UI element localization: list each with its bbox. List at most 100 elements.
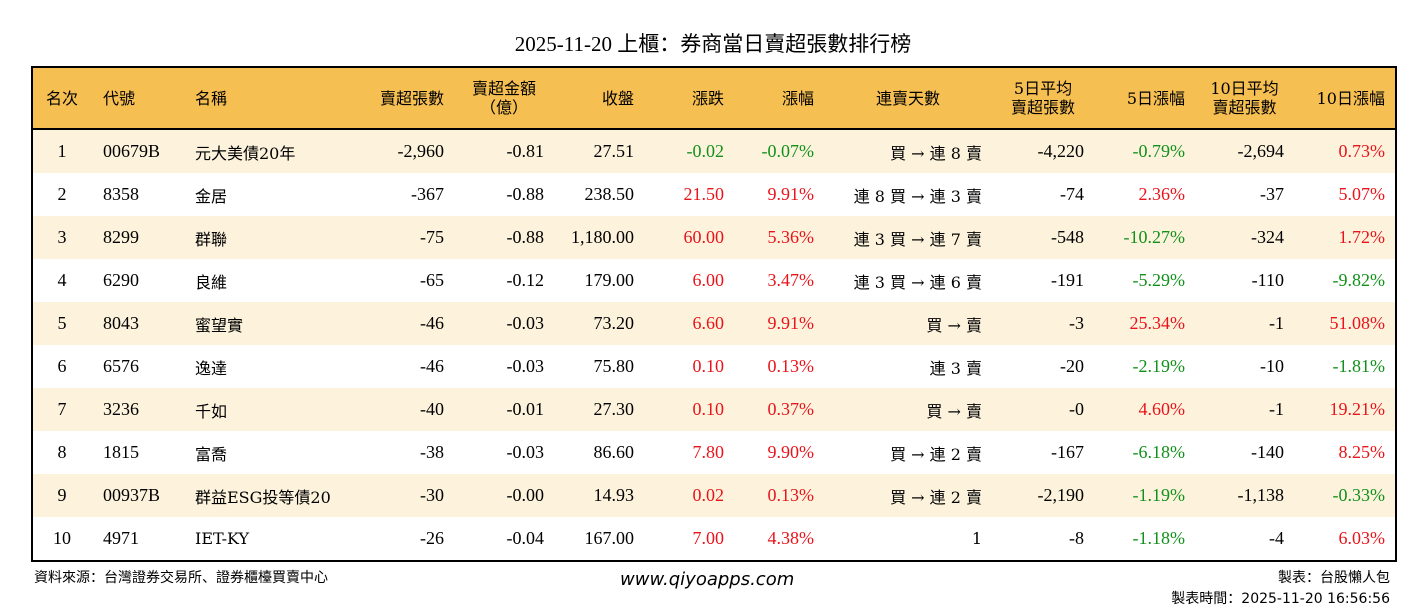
- cell-pct-10d: 8.25%: [1338, 442, 1386, 462]
- cell-name: 蜜望實: [183, 302, 356, 345]
- cell-change-pct: 0.13%: [767, 356, 815, 376]
- table-row: 9 00937B 群益ESG投等債20 -30 -0.00 14.93 0.02 0.13% 買…: [32, 474, 1396, 517]
- cell-close: 1,180.00: [554, 216, 644, 259]
- cell-pct-5d: -2.19%: [1132, 356, 1186, 376]
- cell-pct-10d: -0.33%: [1294, 474, 1396, 517]
- cell-net-sell-amount: -0.01: [454, 388, 554, 431]
- header-label: 收盤: [601, 88, 634, 108]
- table-row: 6 6576 逸達 -46 -0.03 75.80 0.10 0.13% 連 3 賣 -20 -2.…: [32, 345, 1396, 388]
- header-label: 10日平均: [1210, 79, 1279, 98]
- cell-rank: 6: [57, 356, 67, 376]
- header-label: 漲跌: [691, 88, 724, 108]
- cell-change: 0.10: [644, 388, 734, 431]
- cell-net-sell-amount: -0.03: [506, 356, 545, 376]
- cell-name: 良維: [195, 272, 228, 292]
- cell-pct-10d: -9.82%: [1332, 270, 1386, 290]
- header-change: 漲跌: [644, 67, 734, 130]
- cell-code: 8358: [103, 184, 139, 204]
- cell-avg10-net-sell: -37: [1260, 184, 1284, 204]
- cell-avg10-net-sell: -10: [1260, 356, 1284, 376]
- cell-avg5-net-sell: -20: [1060, 356, 1084, 376]
- cell-net-sell-lots: -2,960: [356, 129, 454, 173]
- table-row: 4 6290 良維 -65 -0.12 179.00 6.00 3.47% 連 3 買 → 連 …: [32, 259, 1396, 302]
- cell-avg10-net-sell: -324: [1195, 216, 1294, 259]
- cell-consecutive-days: 連 3 買 → 連 6 賣: [853, 272, 982, 292]
- header-label: 賣超張數: [379, 88, 444, 108]
- cell-code: 8299: [91, 216, 183, 259]
- website-link[interactable]: www.qiyoapps.com: [620, 569, 795, 590]
- header-pct-5d: 5日漲幅: [1094, 67, 1195, 130]
- cell-net-sell-amount: -0.88: [454, 216, 554, 259]
- header-label: 賣超金額: [471, 79, 536, 98]
- header-label: 代號: [103, 88, 136, 108]
- cell-change: 60.00: [644, 216, 734, 259]
- header-consecutive-days: 連賣天數: [824, 67, 992, 130]
- cell-net-sell-amount: -0.00: [454, 474, 554, 517]
- header-label: 名次: [45, 88, 78, 108]
- cell-pct-10d: 1.72%: [1294, 216, 1396, 259]
- cell-rank: 5: [32, 302, 91, 345]
- cell-code: 8043: [91, 302, 183, 345]
- maker-label: 製表：台股懶人包: [1278, 570, 1390, 586]
- table-row: 7 3236 千如 -40 -0.01 27.30 0.10 0.37% 買 → 賣 -0 4.60…: [32, 388, 1396, 431]
- cell-change-pct: 3.47%: [767, 270, 815, 290]
- cell-net-sell-lots: -38: [420, 442, 444, 462]
- header-pct-10d: 10日漲幅: [1294, 67, 1396, 130]
- cell-pct-10d: -1.81%: [1332, 356, 1386, 376]
- cell-change: 0.10: [692, 356, 725, 376]
- cell-change-pct: 9.91%: [734, 302, 824, 345]
- cell-pct-10d: 5.07%: [1338, 184, 1386, 204]
- cell-close: 179.00: [584, 270, 635, 290]
- cell-net-sell-amount: -0.03: [506, 442, 545, 462]
- header-label: 名稱: [195, 88, 228, 108]
- cell-avg10-net-sell: -1: [1195, 302, 1294, 345]
- cell-consecutive-days: 買 → 連 8 賣: [824, 129, 992, 173]
- cell-net-sell-lots: -65: [420, 270, 444, 290]
- cell-name: 富喬: [195, 444, 228, 464]
- cell-rank: 7: [32, 388, 91, 431]
- cell-code: 6290: [103, 270, 139, 290]
- cell-avg5-net-sell: -167: [1051, 442, 1084, 462]
- cell-pct-5d: -1.19%: [1094, 474, 1195, 517]
- cell-change-pct: 5.36%: [734, 216, 824, 259]
- cell-pct-10d: 6.03%: [1338, 528, 1386, 548]
- header-label: 賣超張數: [1010, 98, 1075, 117]
- cell-change: -0.02: [644, 129, 734, 173]
- cell-consecutive-days: 連 8 買 → 連 3 賣: [853, 186, 982, 206]
- cell-close: 14.93: [554, 474, 644, 517]
- cell-name: 千如: [183, 388, 356, 431]
- ranking-table: 名次 代號 名稱 賣超張數 賣超金額 （億） 收盤 漲跌 漲幅 連賣天數 5日平均 賣超張數 5日漲幅 1…: [31, 66, 1397, 562]
- header-label: 5日平均: [1013, 79, 1073, 98]
- table-row: 10 4971 IET-KY -26 -0.04 167.00 7.00 4.38% 1 -8 -1…: [32, 517, 1396, 561]
- cell-avg5-net-sell: -0: [992, 388, 1094, 431]
- cell-close: 27.51: [554, 129, 644, 173]
- cell-pct-5d: -6.18%: [1132, 442, 1186, 462]
- header-label: （億）: [479, 98, 528, 117]
- cell-name: 群益ESG投等債20: [183, 474, 356, 517]
- header-net-sell-lots: 賣超張數: [356, 67, 454, 130]
- table-header-row: 名次 代號 名稱 賣超張數 賣超金額 （億） 收盤 漲跌 漲幅 連賣天數 5日平均 賣超張數 5日漲幅 1…: [32, 67, 1396, 130]
- table-row: 2 8358 金居 -367 -0.88 238.50 21.50 9.91% 連 8 買 → …: [32, 173, 1396, 216]
- cell-code: 3236: [91, 388, 183, 431]
- made-time: 製表時間：2025-11-20 16:56:56: [1171, 591, 1390, 607]
- cell-change-pct: 0.37%: [734, 388, 824, 431]
- cell-close: 167.00: [584, 528, 635, 548]
- cell-pct-5d: 2.36%: [1138, 184, 1186, 204]
- table-row: 3 8299 群聯 -75 -0.88 1,180.00 60.00 5.36% 連 3 買 →…: [32, 216, 1396, 259]
- cell-net-sell-amount: -0.88: [506, 184, 545, 204]
- cell-rank: 10: [53, 528, 71, 548]
- cell-rank: 2: [57, 184, 67, 204]
- header-label: 漲幅: [781, 88, 814, 108]
- table-row: 5 8043 蜜望實 -46 -0.03 73.20 6.60 9.91% 買 → 賣 -3 25.…: [32, 302, 1396, 345]
- cell-change: 21.50: [683, 184, 725, 204]
- cell-avg5-net-sell: -4,220: [992, 129, 1094, 173]
- cell-name: 元大美債20年: [183, 129, 356, 173]
- cell-change-pct: 4.38%: [767, 528, 815, 548]
- cell-avg5-net-sell: -548: [992, 216, 1094, 259]
- table-row: 8 1815 富喬 -38 -0.03 86.60 7.80 9.90% 買 → 連 2 賣 -1…: [32, 431, 1396, 474]
- header-avg5-net-sell: 5日平均 賣超張數: [992, 67, 1094, 130]
- cell-change: 6.00: [692, 270, 725, 290]
- cell-net-sell-amount: -0.81: [454, 129, 554, 173]
- cell-rank: 8: [57, 442, 67, 462]
- cell-avg5-net-sell: -191: [1051, 270, 1084, 290]
